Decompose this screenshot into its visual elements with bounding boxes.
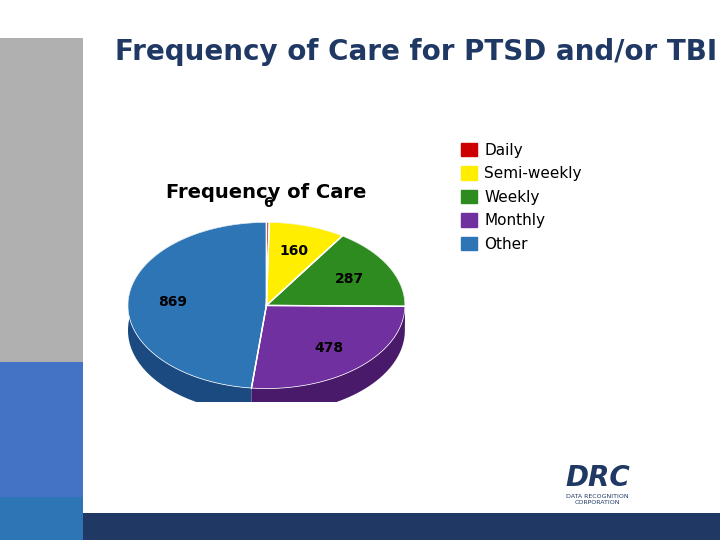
Polygon shape <box>342 236 405 331</box>
Polygon shape <box>251 306 405 388</box>
Polygon shape <box>128 222 266 413</box>
Polygon shape <box>266 222 269 247</box>
Text: Frequency of Care for PTSD and/or TBI: Frequency of Care for PTSD and/or TBI <box>115 38 717 66</box>
Text: 287: 287 <box>335 272 364 286</box>
Polygon shape <box>266 236 405 306</box>
Text: 160: 160 <box>280 245 309 259</box>
Text: Frequency of Care: Frequency of Care <box>166 183 366 201</box>
Text: 869: 869 <box>158 295 187 309</box>
Text: DATA RECOGNITION
CORPORATION: DATA RECOGNITION CORPORATION <box>567 494 629 505</box>
Text: DRC: DRC <box>565 464 630 492</box>
Polygon shape <box>266 222 342 306</box>
Polygon shape <box>269 222 342 261</box>
Polygon shape <box>128 222 266 388</box>
Text: 478: 478 <box>315 341 343 355</box>
Text: 6: 6 <box>264 196 273 210</box>
Polygon shape <box>266 222 269 306</box>
Polygon shape <box>251 306 405 414</box>
Legend: Daily, Semi-weekly, Weekly, Monthly, Other: Daily, Semi-weekly, Weekly, Monthly, Oth… <box>462 143 582 252</box>
